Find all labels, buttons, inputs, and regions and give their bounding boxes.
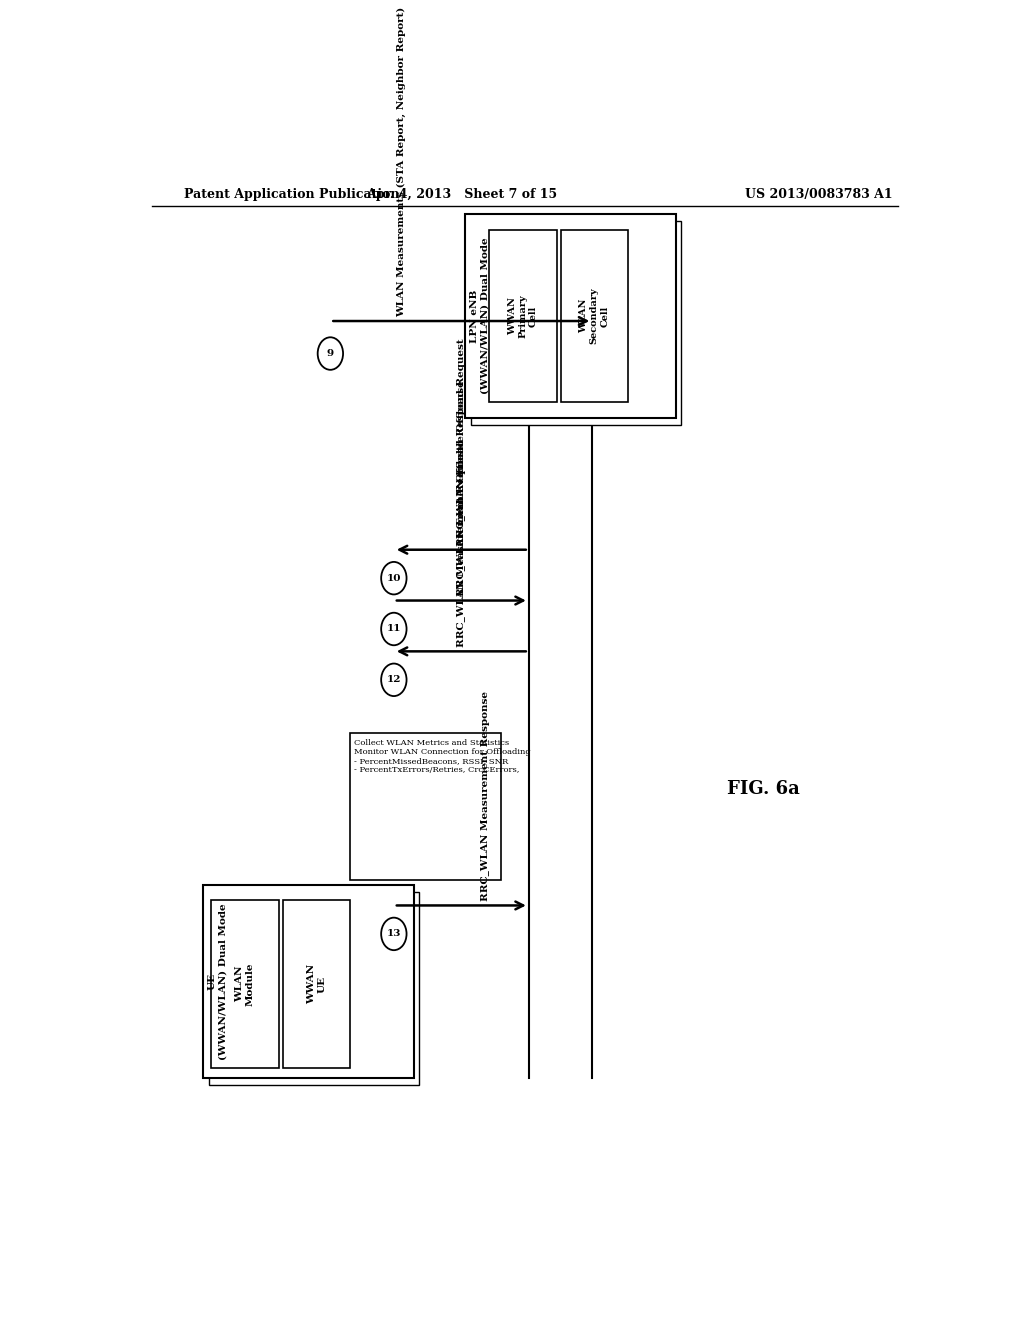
Text: WWAN
UE: WWAN UE [307,964,327,1005]
Text: 9: 9 [327,348,334,358]
Bar [209,892,419,1085]
Bar [471,222,681,425]
Text: WLAN
Module: WLAN Module [236,962,255,1006]
Text: WLAN
Secondary
Cell: WLAN Secondary Cell [580,288,609,345]
Text: Apr. 4, 2013   Sheet 7 of 15: Apr. 4, 2013 Sheet 7 of 15 [366,189,557,202]
Text: RRC_WLAN Enable Offload Request: RRC_WLAN Enable Offload Request [457,338,466,545]
Text: RRC_WLAN Enable Offload Response: RRC_WLAN Enable Offload Response [457,380,466,597]
Bar [560,230,628,403]
Bar [283,900,350,1068]
Text: RRC_WLAN Measurement Response: RRC_WLAN Measurement Response [480,692,489,902]
Bar [217,907,285,1076]
Text: RRC_WLAN Measurement Request: RRC_WLAN Measurement Request [457,445,466,647]
Bar [566,236,634,409]
Text: 10: 10 [387,574,401,582]
Text: 11: 11 [387,624,401,634]
Bar [495,236,562,409]
Bar [289,907,355,1076]
Text: LPN eNB
(WWAN/WLAN) Dual Mode: LPN eNB (WWAN/WLAN) Dual Mode [470,238,489,395]
Circle shape [381,562,407,594]
Circle shape [381,917,407,950]
Bar [465,214,676,417]
Circle shape [317,338,343,370]
Text: FIG. 6a: FIG. 6a [726,780,800,797]
Circle shape [381,664,407,696]
Circle shape [381,612,407,645]
Text: WLAN Measurements (STA Report, Neighbor Report): WLAN Measurements (STA Report, Neighbor … [397,7,407,317]
Bar [489,230,557,403]
Text: 12: 12 [387,676,401,684]
Bar [211,900,279,1068]
Text: UE
(WWAN/WLAN) Dual Mode: UE (WWAN/WLAN) Dual Mode [208,903,227,1060]
Bar [350,733,501,880]
Text: WWAN
Primary
Cell: WWAN Primary Cell [508,294,538,338]
Text: US 2013/0083783 A1: US 2013/0083783 A1 [744,189,892,202]
Text: Collect WLAN Metrics and Statistics
Monitor WLAN Connection for Offloading
- Per: Collect WLAN Metrics and Statistics Moni… [354,739,530,775]
Bar [204,886,414,1078]
Text: 13: 13 [387,929,401,939]
Text: Patent Application Publication: Patent Application Publication [183,189,399,202]
